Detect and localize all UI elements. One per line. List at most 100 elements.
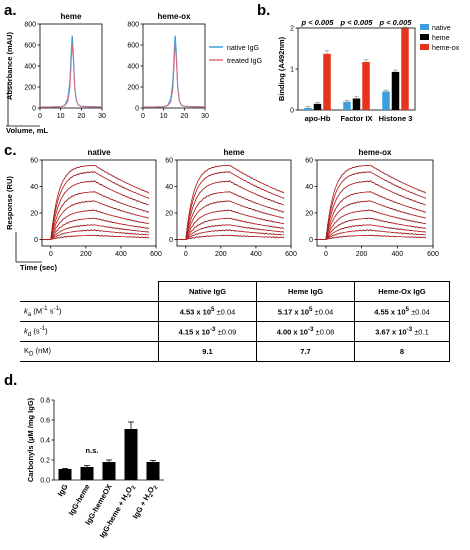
y-tick-label: 40 xyxy=(30,184,38,191)
sensorgram-fit-curve xyxy=(317,217,426,240)
sensorgram-fit-curve xyxy=(317,209,426,240)
sensorgram-fit-curve xyxy=(317,164,427,240)
y-tick-label: 0.6 xyxy=(40,418,50,425)
legend-swatch-native xyxy=(420,24,429,30)
y-tick-label: 200 xyxy=(127,85,139,92)
y-tick-label: 20 xyxy=(165,210,173,217)
legend-label-heme: heme xyxy=(432,35,450,42)
sensorgram-fit-curve xyxy=(177,229,285,240)
y-tick-label: 0 xyxy=(309,237,313,244)
x-tick-label: 200 xyxy=(215,251,227,258)
chart-c-frame xyxy=(176,159,292,247)
sensorgram-fit-curve xyxy=(177,224,285,240)
x-tick-label: 0 xyxy=(38,113,42,120)
bar-native-apo-hb xyxy=(304,107,312,110)
chart-a-title: heme-ox xyxy=(158,12,191,21)
legend-swatch-heme xyxy=(420,34,429,40)
chart-a-xlabel: Volume, mL xyxy=(6,126,48,135)
sensorgram-fit-curve xyxy=(42,224,150,240)
cell-kd-native: 4.15 x 10-3 ±0.09 xyxy=(157,321,258,342)
table-corner xyxy=(20,281,159,302)
x-tick-label: 600 xyxy=(150,251,162,258)
bar-native-factor-ix xyxy=(343,101,351,110)
kinetics-header-row: Native IgG Heme IgG Heme-Ox IgG xyxy=(20,281,450,302)
sensorgram-fit-curve xyxy=(177,171,285,240)
sensorgram-fit-curve xyxy=(317,180,427,240)
y-tick-label: 400 xyxy=(24,64,36,71)
sensorgram-fit-curve xyxy=(317,191,426,240)
header-native: Native IgG xyxy=(157,281,258,302)
x-tick-label: 20 xyxy=(180,113,188,120)
cell-ka-native: 4.53 x 105 ±0.04 xyxy=(157,301,258,322)
cell-kd-heme: 4.00 x 10-3 ±0.08 xyxy=(256,321,356,342)
sensorgram-fit-curve xyxy=(42,209,150,240)
sensorgram-fit-curve xyxy=(317,171,427,240)
bar-igg-hemeox xyxy=(102,462,116,480)
legend-label-native-igg: native IgG xyxy=(227,45,259,52)
bar-heme-factor-ix xyxy=(352,98,361,110)
legend-label-native: native xyxy=(432,25,451,32)
row-label-kd: kd (s-1) xyxy=(20,321,159,342)
y-tick-label: 40 xyxy=(165,184,173,191)
bar-igg-h2o2 xyxy=(146,462,160,480)
legend-label-heme-ox: heme-ox xyxy=(432,45,460,52)
kinetics-table: Native IgG Heme IgG Heme-Ox IgG ka (M-1 … xyxy=(20,281,450,362)
x-tick-label: 600 xyxy=(285,251,297,258)
bar-igg xyxy=(58,469,72,480)
y-tick-label: 600 xyxy=(24,43,36,50)
y-tick-label: 40 xyxy=(305,184,313,191)
cell-ka-heme-ox: 4.55 x 105 ±0.04 xyxy=(354,301,450,322)
sensorgram-fit-curve xyxy=(42,180,150,240)
x-tick-label: 400 xyxy=(250,251,262,258)
sensorgram-fit-curve xyxy=(177,209,285,240)
sensorgram-fit-curve xyxy=(177,217,285,240)
sensorgram-fit-curve xyxy=(317,235,426,240)
bar-native-histone-3 xyxy=(382,91,390,110)
category-label-apo-hb: apo-Hb xyxy=(305,114,331,123)
y-tick-label: 800 xyxy=(24,22,36,29)
y-tick-label: 0.2 xyxy=(40,458,50,465)
sensorgram-fit-curve xyxy=(42,200,150,240)
bar-heme-histone-3 xyxy=(391,71,400,110)
sensorgram-fit-curve xyxy=(177,180,285,240)
sensorgram-fit-curve xyxy=(42,217,150,240)
table-row: kd (s-1) 4.15 x 10-3 ±0.09 4.00 x 10-3 ±… xyxy=(20,321,450,342)
table-row: ka (M-1 s-1) 4.53 x 105 ±0.04 5.17 x 105… xyxy=(20,301,450,322)
n-s-annotation: n.s. xyxy=(86,446,99,455)
chart-a-title: heme xyxy=(61,12,82,21)
chart-c-title: heme-ox xyxy=(359,148,392,157)
y-tick-label: 60 xyxy=(30,158,38,165)
bar-igg-heme xyxy=(80,467,94,480)
p-value-annotation: p < 0.005 xyxy=(301,18,335,27)
chart-d-ylabel: Carbonyls (µM /mg IgG) xyxy=(26,397,35,482)
bar-heme-ox-factor-ix xyxy=(362,62,370,110)
x-tick-label: 0 xyxy=(324,251,328,258)
bar-heme-ox-histone-3 xyxy=(401,28,409,110)
chart-c-title: heme xyxy=(224,148,245,157)
y-tick-label: 1 xyxy=(290,67,294,74)
y-tick-label: 800 xyxy=(127,22,139,29)
y-tick-label: 0.0 xyxy=(40,478,50,485)
chart-c-title: native xyxy=(87,148,111,157)
y-tick-label: 200 xyxy=(24,85,36,92)
chart-c-ylabel: Response (RU) xyxy=(5,176,14,230)
cell-KD-heme: 7.7 xyxy=(256,341,356,362)
sensorgram-fit-curve xyxy=(42,164,150,240)
x-tick-label: 10 xyxy=(57,113,65,120)
y-tick-label: 2 xyxy=(290,26,294,33)
y-tick-label: 20 xyxy=(305,210,313,217)
p-value-annotation: p < 0.005 xyxy=(340,18,374,27)
panel-label-d: d. xyxy=(4,372,18,389)
x-tick-label: 0 xyxy=(49,251,53,258)
chromatogram-line-treated-igg xyxy=(40,43,103,108)
panel-label-b: b. xyxy=(257,2,271,19)
sensorgram-fit-curve xyxy=(42,235,149,240)
chart-c-xlabel: Time (sec) xyxy=(20,263,57,272)
y-tick-label: 0.4 xyxy=(40,438,50,445)
row-label-ka: ka (M-1 s-1) xyxy=(20,301,159,322)
table-row: KD (nM) 9.1 7.7 8 xyxy=(20,341,450,362)
x-tick-label: 200 xyxy=(356,251,368,258)
